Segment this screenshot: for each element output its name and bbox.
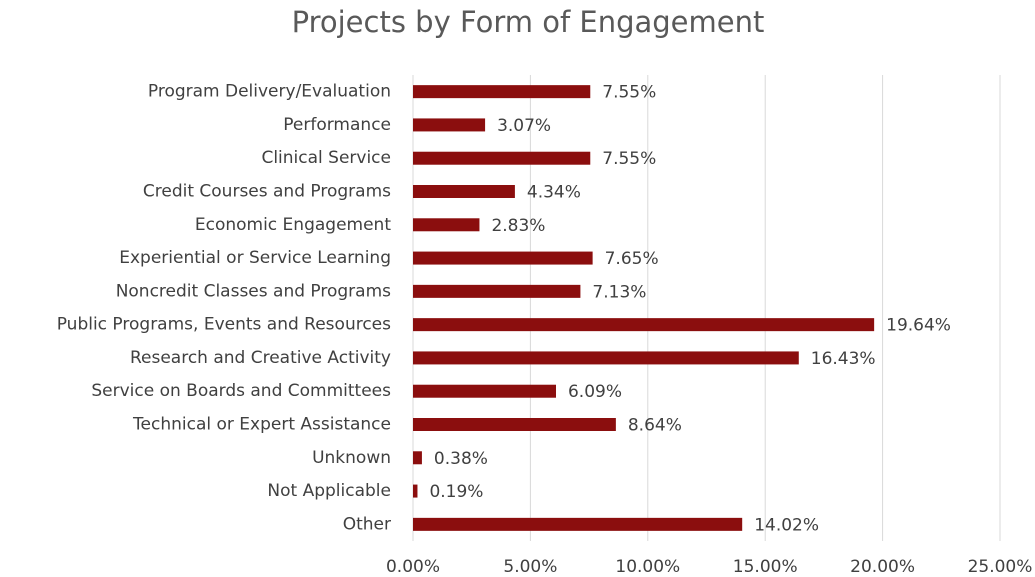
- data-label: 0.19%: [429, 482, 483, 502]
- y-tick-label: Service on Boards and Committees: [91, 381, 391, 401]
- data-label: 7.55%: [602, 149, 656, 169]
- y-tick-label: Performance: [283, 115, 391, 135]
- data-label: 6.09%: [568, 382, 622, 402]
- bar: [413, 185, 515, 198]
- bar: [413, 284, 581, 298]
- data-label: 19.64%: [886, 316, 951, 336]
- x-tick-label: 5.00%: [503, 557, 557, 577]
- bar: [413, 418, 616, 431]
- y-tick-label: Not Applicable: [267, 481, 391, 501]
- data-label: 7.13%: [592, 282, 646, 302]
- data-label: 7.55%: [602, 83, 656, 103]
- y-tick-label: Unknown: [312, 448, 391, 468]
- data-label: 7.65%: [605, 249, 659, 269]
- y-tick-label: Credit Courses and Programs: [143, 182, 391, 202]
- bar: [413, 484, 418, 498]
- y-tick-label: Public Programs, Events and Resources: [57, 315, 391, 335]
- y-tick-label: Technical or Expert Assistance: [132, 415, 391, 435]
- bar: [413, 151, 591, 165]
- bar: [413, 517, 743, 531]
- bar: [413, 318, 875, 332]
- data-label: 16.43%: [811, 349, 876, 369]
- bar: [413, 85, 591, 99]
- bar: [413, 384, 556, 398]
- x-tick-label: 10.00%: [615, 557, 680, 577]
- bar: [413, 251, 593, 265]
- x-tick-label: 25.00%: [968, 557, 1033, 577]
- x-tick-label: 0.00%: [386, 557, 440, 577]
- y-tick-label: Research and Creative Activity: [130, 348, 391, 368]
- y-tick-label: Noncredit Classes and Programs: [116, 281, 391, 301]
- data-label: 0.38%: [434, 449, 488, 469]
- data-label: 4.34%: [527, 183, 581, 203]
- x-tick-label: 20.00%: [850, 557, 915, 577]
- chart-title: Projects by Form of Engagement: [292, 5, 765, 39]
- y-tick-label: Economic Engagement: [195, 215, 391, 235]
- y-tick-label: Other: [343, 514, 391, 534]
- data-label: 3.07%: [497, 116, 551, 136]
- data-label: 8.64%: [628, 416, 682, 436]
- y-tick-label: Program Delivery/Evaluation: [148, 82, 391, 102]
- bar: [413, 451, 422, 465]
- bar: [413, 351, 799, 365]
- data-label: 2.83%: [491, 216, 545, 236]
- y-tick-label: Clinical Service: [261, 148, 391, 168]
- y-tick-label: Experiential or Service Learning: [119, 248, 391, 268]
- data-label: 14.02%: [754, 515, 819, 535]
- bar: [413, 218, 480, 232]
- x-tick-label: 15.00%: [733, 557, 798, 577]
- bar: [413, 118, 486, 132]
